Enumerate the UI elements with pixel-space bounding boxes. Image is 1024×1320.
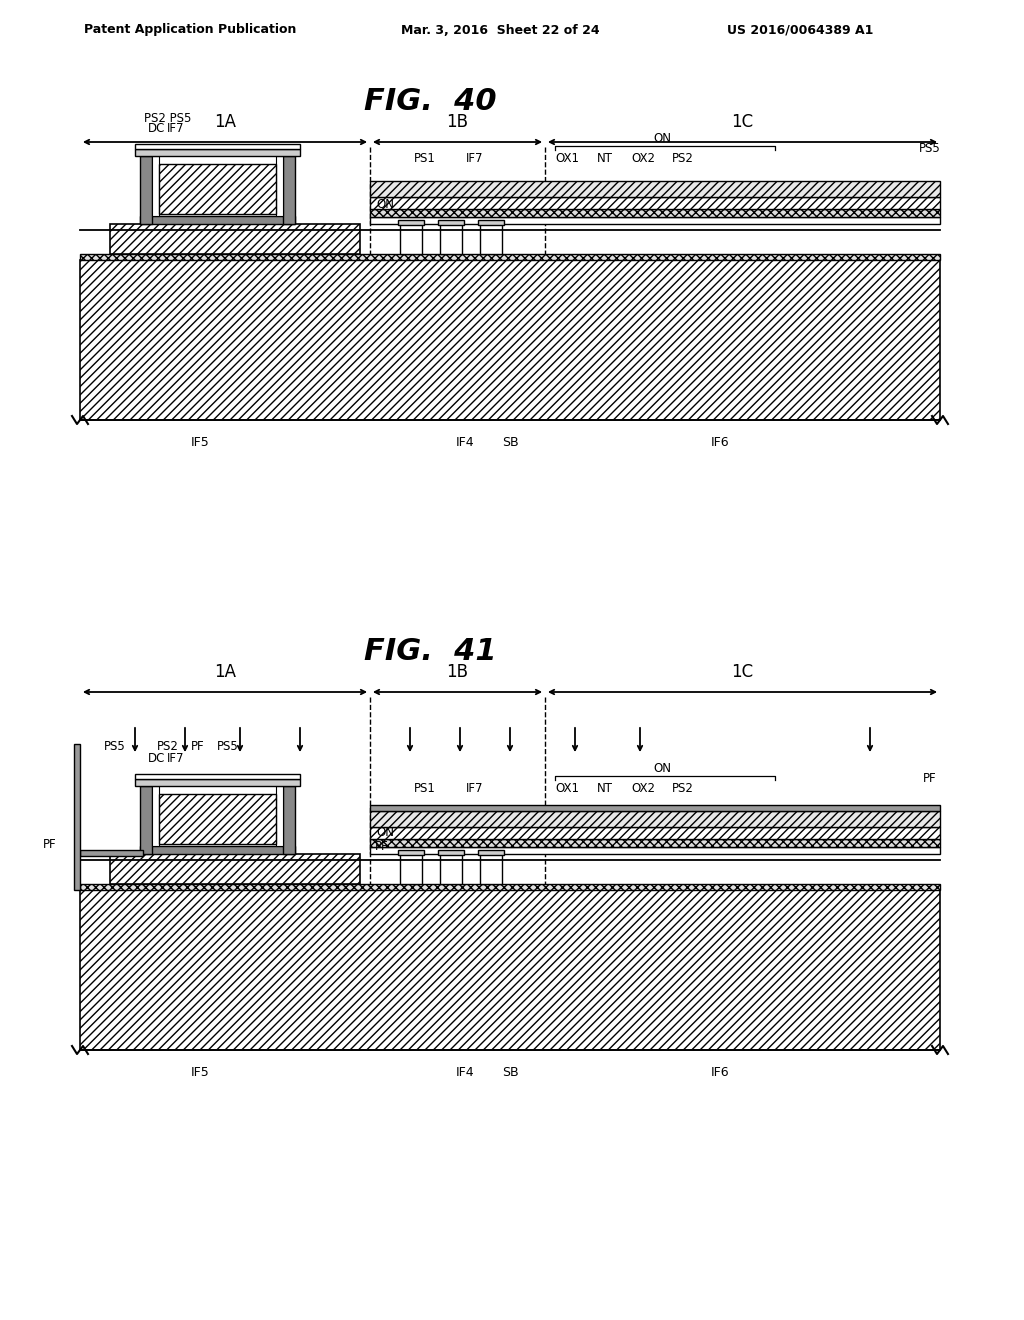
Bar bbox=[370, 828, 940, 840]
Text: OX1: OX1 bbox=[555, 783, 579, 796]
Text: DC: DC bbox=[148, 121, 165, 135]
Text: OX2: OX2 bbox=[631, 783, 655, 796]
Text: IF5: IF5 bbox=[190, 1065, 209, 1078]
Text: FIG.  41: FIG. 41 bbox=[364, 638, 497, 667]
Text: IF6: IF6 bbox=[711, 436, 729, 449]
Text: PS2 PS5: PS2 PS5 bbox=[144, 111, 191, 124]
Bar bbox=[438, 850, 464, 855]
Text: FIG.  40: FIG. 40 bbox=[364, 87, 497, 116]
Bar bbox=[398, 850, 424, 855]
Text: SB: SB bbox=[502, 436, 518, 449]
Bar bbox=[159, 164, 276, 214]
Bar bbox=[400, 851, 422, 884]
Text: SB: SB bbox=[502, 1065, 518, 1078]
Bar bbox=[276, 785, 283, 846]
Text: 1B: 1B bbox=[446, 663, 469, 681]
Bar bbox=[140, 846, 295, 854]
Text: ON: ON bbox=[653, 763, 672, 776]
Bar bbox=[440, 222, 462, 253]
Text: 1B: 1B bbox=[446, 114, 469, 131]
Bar bbox=[478, 850, 504, 855]
Bar bbox=[276, 156, 283, 216]
Bar bbox=[480, 851, 502, 884]
Text: PS2: PS2 bbox=[672, 783, 694, 796]
Text: PF: PF bbox=[43, 837, 56, 850]
Bar bbox=[370, 847, 940, 854]
Text: PS5: PS5 bbox=[920, 143, 941, 156]
Bar bbox=[159, 795, 276, 843]
Text: ON: ON bbox=[376, 198, 394, 210]
Bar bbox=[80, 850, 143, 855]
Text: IF7: IF7 bbox=[466, 783, 483, 796]
Bar bbox=[135, 774, 300, 779]
Bar bbox=[438, 220, 464, 224]
Bar bbox=[110, 224, 360, 253]
Text: PF: PF bbox=[191, 739, 205, 752]
Bar bbox=[110, 854, 360, 884]
Text: NT: NT bbox=[597, 153, 613, 165]
Bar bbox=[400, 222, 422, 253]
Text: PS1: PS1 bbox=[414, 783, 436, 796]
Text: IF7: IF7 bbox=[167, 121, 184, 135]
Bar bbox=[398, 220, 424, 224]
Text: 1C: 1C bbox=[731, 663, 754, 681]
Bar bbox=[135, 144, 300, 149]
Text: ON: ON bbox=[653, 132, 672, 145]
Text: IF4: IF4 bbox=[456, 1065, 474, 1078]
Bar bbox=[74, 744, 80, 890]
Bar bbox=[80, 260, 940, 420]
Bar bbox=[80, 884, 940, 890]
Text: NT: NT bbox=[597, 783, 613, 796]
Bar bbox=[152, 156, 159, 216]
Bar bbox=[152, 785, 159, 846]
Bar bbox=[80, 253, 940, 260]
Text: Mar. 3, 2016  Sheet 22 of 24: Mar. 3, 2016 Sheet 22 of 24 bbox=[400, 24, 599, 37]
Text: PF: PF bbox=[924, 772, 937, 785]
Bar bbox=[440, 851, 462, 884]
Text: 1A: 1A bbox=[214, 663, 236, 681]
Bar bbox=[283, 156, 295, 224]
Bar bbox=[370, 805, 940, 810]
Text: 1A: 1A bbox=[214, 114, 236, 131]
Text: IF5: IF5 bbox=[190, 436, 209, 449]
Bar bbox=[370, 181, 940, 197]
Bar bbox=[140, 216, 295, 224]
Bar bbox=[80, 890, 940, 1049]
Text: PS5: PS5 bbox=[217, 739, 239, 752]
Text: PF: PF bbox=[375, 840, 389, 853]
Bar bbox=[140, 156, 152, 224]
Text: US 2016/0064389 A1: US 2016/0064389 A1 bbox=[727, 24, 873, 37]
Text: DC: DC bbox=[148, 751, 165, 764]
Bar bbox=[135, 149, 300, 156]
Text: IF6: IF6 bbox=[711, 1065, 729, 1078]
Text: OX1: OX1 bbox=[555, 153, 579, 165]
Bar bbox=[370, 209, 940, 216]
Bar bbox=[478, 220, 504, 224]
Text: IF4: IF4 bbox=[456, 436, 474, 449]
Bar bbox=[140, 785, 152, 854]
Text: PS2: PS2 bbox=[157, 739, 179, 752]
Text: ON: ON bbox=[376, 825, 394, 838]
Bar bbox=[370, 197, 940, 209]
Text: PS5: PS5 bbox=[104, 739, 126, 752]
Text: OX2: OX2 bbox=[631, 153, 655, 165]
Text: 1C: 1C bbox=[731, 114, 754, 131]
Text: IF7: IF7 bbox=[167, 751, 184, 764]
Text: IF7: IF7 bbox=[466, 153, 483, 165]
Bar bbox=[135, 779, 300, 785]
Bar bbox=[480, 222, 502, 253]
Text: PS1: PS1 bbox=[414, 153, 436, 165]
Bar bbox=[370, 216, 940, 224]
Text: PS2: PS2 bbox=[672, 153, 694, 165]
Bar bbox=[283, 785, 295, 854]
Text: Patent Application Publication: Patent Application Publication bbox=[84, 24, 296, 37]
Bar bbox=[370, 810, 940, 828]
Bar bbox=[370, 840, 940, 847]
